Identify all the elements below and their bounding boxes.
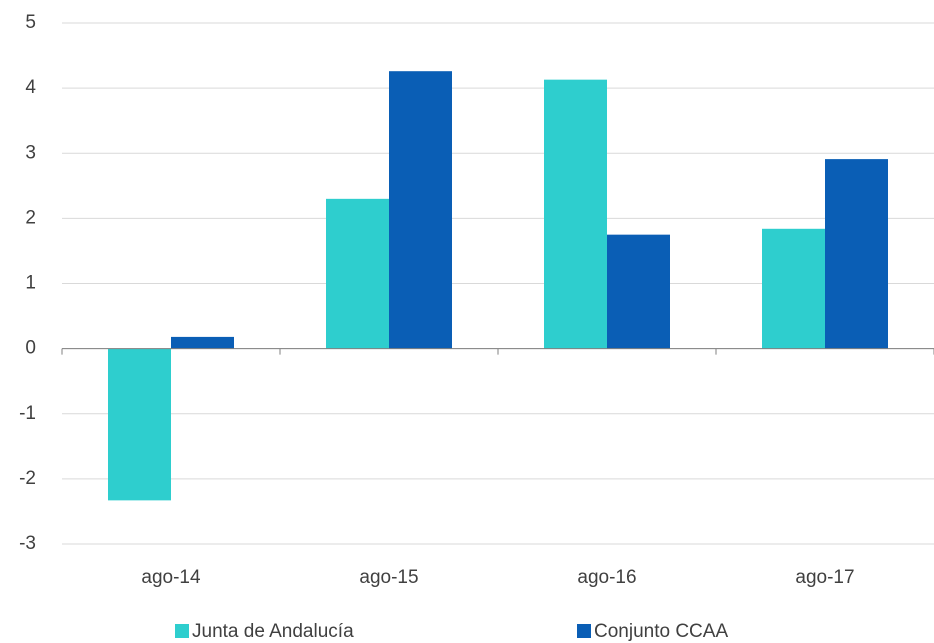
legend-swatch <box>175 624 189 638</box>
bar <box>607 234 670 349</box>
y-tick-label: 1 <box>25 273 36 294</box>
y-tick-label: 0 <box>25 338 36 359</box>
bar <box>762 228 825 349</box>
y-tick-label: 3 <box>25 142 36 163</box>
y-tick-label: -3 <box>19 533 36 554</box>
x-tick-label: ago-17 <box>795 567 854 588</box>
x-tick-label: ago-16 <box>577 567 636 588</box>
bar <box>544 79 607 349</box>
y-tick-label: -1 <box>19 403 36 424</box>
x-tick-label: ago-15 <box>359 567 418 588</box>
bar <box>326 198 389 349</box>
legend-label: Junta de Andalucía <box>192 621 354 642</box>
bar <box>108 348 171 501</box>
x-tick-label: ago-14 <box>141 567 201 588</box>
y-tick-label: 2 <box>25 207 36 228</box>
y-tick-label: 4 <box>25 77 36 98</box>
y-tick-label: -2 <box>19 468 36 489</box>
bar <box>389 71 452 349</box>
bar <box>171 336 234 349</box>
bar <box>825 159 888 349</box>
y-tick-label: 5 <box>25 12 36 33</box>
legend-swatch <box>577 624 591 638</box>
legend-label: Conjunto CCAA <box>594 621 728 642</box>
